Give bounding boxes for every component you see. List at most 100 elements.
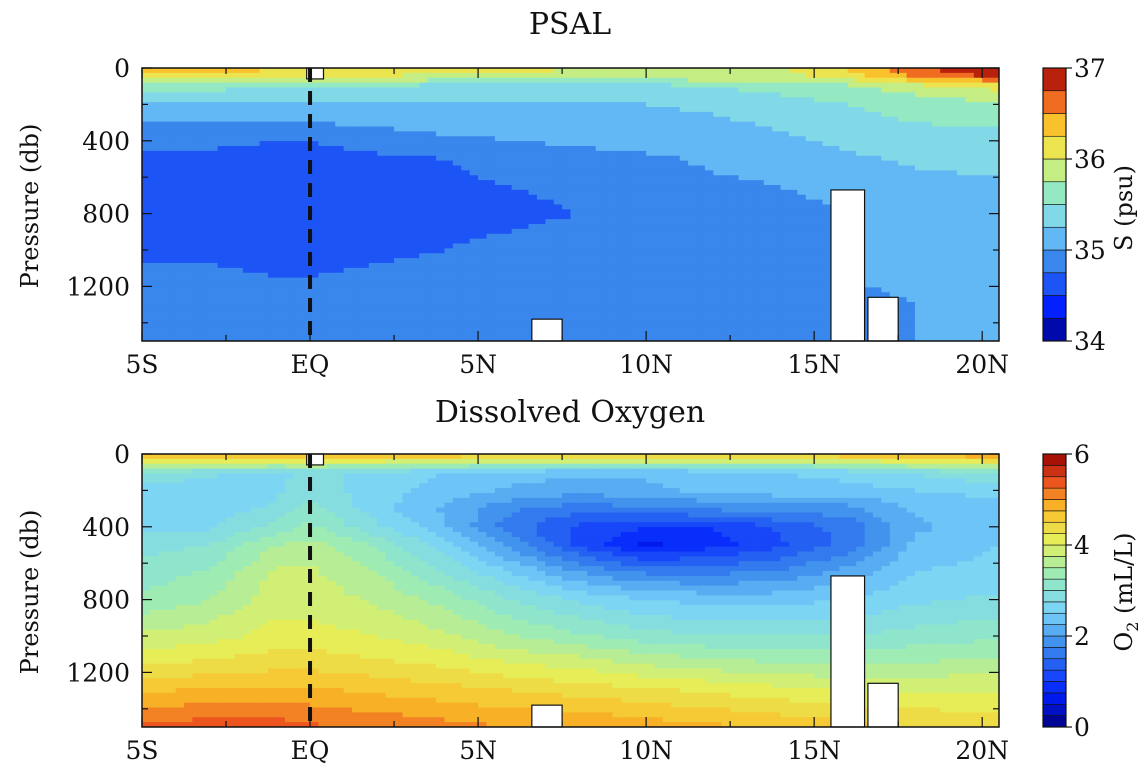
heatmap-cell xyxy=(990,155,999,162)
heatmap-cell xyxy=(301,82,311,89)
heatmap-cell xyxy=(679,102,689,108)
heatmap-cell xyxy=(553,219,563,225)
heatmap-cell xyxy=(217,243,227,249)
heatmap-cell xyxy=(242,146,252,152)
heatmap-cell xyxy=(570,97,580,103)
heatmap-cell xyxy=(679,131,689,137)
heatmap-cell xyxy=(671,233,681,240)
heatmap-cell xyxy=(629,150,639,157)
heatmap-cell xyxy=(914,292,924,298)
heatmap-cell xyxy=(251,292,261,298)
heatmap-cell xyxy=(217,102,227,108)
heatmap-cell xyxy=(217,214,227,220)
heatmap-cell xyxy=(570,267,580,274)
heatmap-cell xyxy=(268,233,278,240)
heatmap-cell xyxy=(352,87,362,93)
heatmap-cell xyxy=(536,82,546,89)
heatmap-cell xyxy=(251,150,261,157)
heatmap-cell xyxy=(536,155,546,162)
heatmap-cell xyxy=(654,243,664,249)
heatmap-cell xyxy=(595,72,605,79)
heatmap-cell xyxy=(788,136,798,142)
heatmap-cell xyxy=(419,272,429,279)
heatmap-cell xyxy=(948,214,958,220)
heatmap-cell xyxy=(402,267,412,274)
heatmap-cell xyxy=(570,102,580,108)
heatmap-cell xyxy=(788,209,798,215)
heatmap-cell xyxy=(671,302,681,308)
heatmap-cell xyxy=(242,77,252,84)
heatmap-cell xyxy=(654,131,664,137)
heatmap-cell xyxy=(830,136,840,142)
heatmap-cell xyxy=(150,185,160,191)
heatmap-cell xyxy=(612,111,622,118)
heatmap-cell xyxy=(578,292,588,298)
heatmap-cell xyxy=(478,150,488,157)
heatmap-cell xyxy=(394,165,404,171)
heatmap-cell xyxy=(377,155,387,162)
heatmap-cell xyxy=(536,233,546,240)
heatmap-cell xyxy=(293,111,303,118)
heatmap-cell xyxy=(595,219,605,225)
heatmap-cell xyxy=(436,272,446,279)
heatmap-cell xyxy=(352,224,362,230)
heatmap-cell xyxy=(293,121,303,128)
heatmap-cell xyxy=(738,121,748,128)
heatmap-cell xyxy=(881,287,891,293)
heatmap-cell xyxy=(167,263,177,269)
heatmap-cell xyxy=(478,292,488,298)
heatmap-cell xyxy=(822,219,832,225)
heatmap-cell xyxy=(268,82,278,89)
heatmap-cell xyxy=(788,214,798,220)
heatmap-cell xyxy=(679,238,689,245)
heatmap-cell xyxy=(847,121,857,128)
heatmap-cell xyxy=(486,194,496,201)
heatmap-cell xyxy=(973,102,983,108)
heatmap-cell xyxy=(797,131,807,137)
heatmap-cell xyxy=(713,107,723,113)
heatmap-cell xyxy=(788,282,798,288)
heatmap-cell xyxy=(192,141,202,147)
heatmap-cell xyxy=(730,302,740,308)
heatmap-cell xyxy=(931,219,941,225)
heatmap-cell xyxy=(713,224,723,230)
heatmap-cell xyxy=(662,87,672,93)
heatmap-cell xyxy=(578,253,588,259)
heatmap-cell xyxy=(679,136,689,142)
heatmap-cell xyxy=(847,87,857,93)
heatmap-cell xyxy=(452,136,462,142)
heatmap-cell xyxy=(940,102,950,108)
heatmap-cell xyxy=(242,185,252,191)
heatmap-cell xyxy=(612,141,622,147)
heatmap-cell xyxy=(167,185,177,191)
heatmap-cell xyxy=(184,97,194,103)
heatmap-cell xyxy=(830,68,840,74)
heatmap-cell xyxy=(688,146,698,152)
heatmap-cell xyxy=(192,131,202,137)
heatmap-cell xyxy=(503,68,513,74)
heatmap-cell xyxy=(494,160,504,167)
heatmap-cell xyxy=(704,253,714,259)
heatmap-cell xyxy=(562,126,572,132)
heatmap-cell xyxy=(906,126,916,132)
heatmap-cell xyxy=(982,97,992,103)
heatmap-cell xyxy=(326,185,336,191)
heatmap-cell xyxy=(956,116,966,123)
heatmap-cell xyxy=(604,238,614,245)
heatmap-cell xyxy=(662,277,672,284)
heatmap-cell xyxy=(889,204,899,210)
heatmap-cell xyxy=(226,189,236,196)
heatmap-cell xyxy=(688,107,698,113)
heatmap-cell xyxy=(755,258,765,264)
heatmap-cell xyxy=(982,102,992,108)
heatmap-cell xyxy=(167,194,177,201)
heatmap-cell xyxy=(755,263,765,269)
heatmap-cell xyxy=(343,287,353,293)
heatmap-cell xyxy=(385,219,395,225)
heatmap-cell xyxy=(142,175,151,181)
heatmap-cell xyxy=(486,277,496,284)
heatmap-cell xyxy=(788,165,798,171)
heatmap-cell xyxy=(730,209,740,215)
heatmap-cell xyxy=(452,82,462,89)
heatmap-cell xyxy=(494,282,504,288)
